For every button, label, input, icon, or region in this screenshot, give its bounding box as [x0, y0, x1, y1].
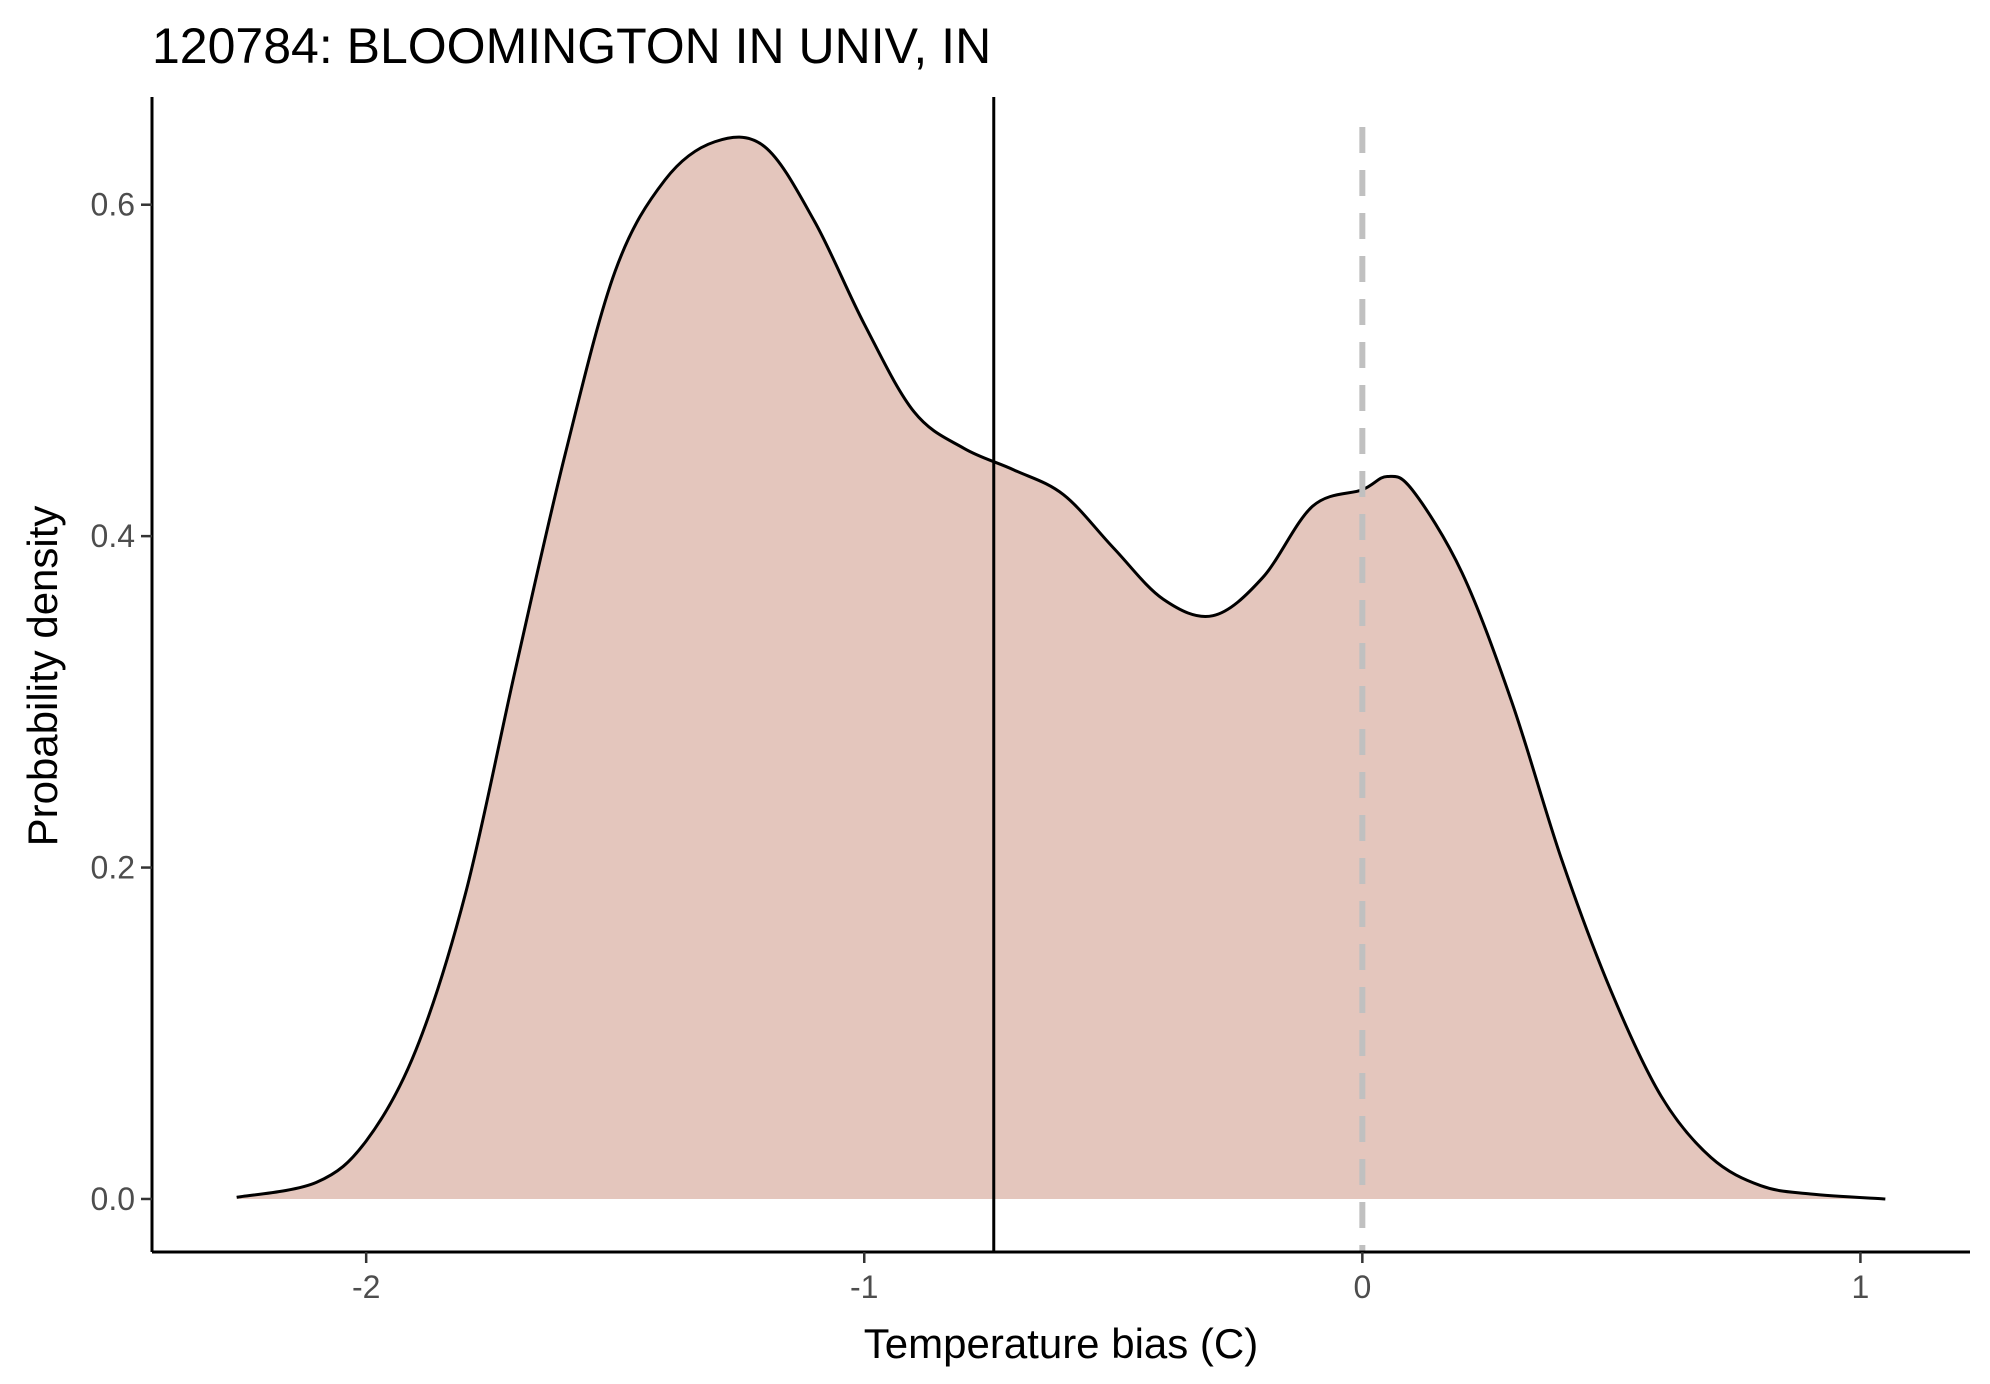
y-axis-ticks: 0.0 0.2 0.4 0.6 [91, 187, 152, 1217]
y-axis-title: Probability density [19, 506, 66, 847]
x-tick-label: -1 [850, 1269, 878, 1305]
x-axis-title: Temperature bias (C) [864, 1320, 1258, 1367]
x-tick-label: -2 [352, 1269, 380, 1305]
x-tick-label: 1 [1852, 1269, 1870, 1305]
x-tick-label: 0 [1353, 1269, 1371, 1305]
y-tick-label: 0.2 [91, 850, 135, 886]
density-curve-line [236, 135, 1886, 1201]
y-tick-label: 0.4 [91, 518, 135, 554]
x-axis-ticks: -2 -1 0 1 [352, 1252, 1869, 1305]
y-tick-label: 0.0 [91, 1181, 135, 1217]
density-area [236, 137, 1886, 1199]
y-tick-label: 0.6 [91, 187, 135, 223]
chart-title: 120784: BLOOMINGTON IN UNIV, IN [152, 18, 991, 74]
